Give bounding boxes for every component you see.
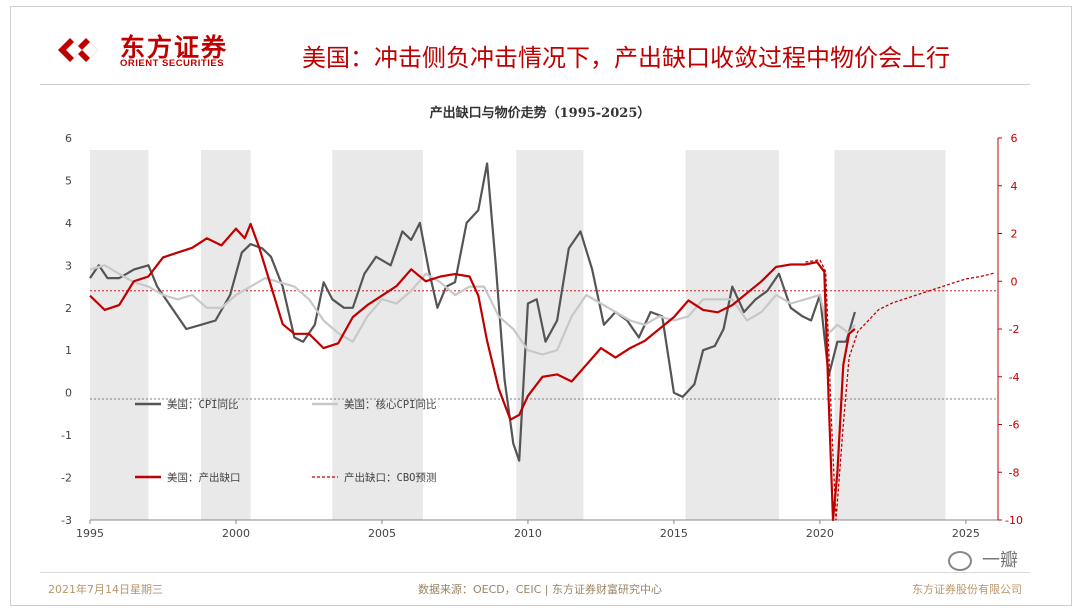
legend-label-0: 美国：CPI同比 (167, 398, 238, 411)
chart-title: 产出缺口与物价走势（1995-2025） (429, 106, 651, 121)
legend-label-3: 产出缺口：CBO预测 (344, 471, 436, 484)
y-left-tick-label: 3 (65, 259, 72, 272)
y-left-tick-label: 1 (65, 344, 72, 357)
y-left-tick-label: 6 (65, 132, 72, 145)
y-left-tick-label: -3 (61, 514, 72, 527)
watermark-text: 一瓣 (982, 550, 1018, 571)
legend-label-2: 美国：产出缺口 (167, 471, 241, 484)
x-tick-label: 1995 (76, 527, 104, 540)
series-line-0 (89, 162, 856, 462)
y-left-tick-label: 4 (65, 217, 72, 230)
x-tick-label: 2015 (660, 527, 688, 540)
y-right-tick-label: 2 (1011, 228, 1018, 241)
series-line-2 (89, 222, 856, 522)
shade-band (834, 150, 946, 520)
shade-band (332, 150, 423, 520)
brand-name-en: ORIENT SECURITIES (120, 58, 225, 69)
series-line-1 (89, 264, 856, 356)
shade-band (685, 150, 780, 520)
shade-band (90, 150, 149, 520)
y-right-tick-label: -10 (1005, 514, 1023, 527)
reference-lines-group (90, 290, 998, 400)
y-left-tick-label: 5 (65, 174, 72, 187)
y-right-tick-label: -2 (1009, 323, 1020, 336)
y-left-tick-label: 2 (65, 302, 72, 315)
x-tick-label: 2025 (952, 527, 980, 540)
slide-headline: 美国：冲击侧负冲击情况下，产出缺口收敛过程中物价会上行 (302, 44, 950, 72)
footer-date: 2021年7月14日星期三 (48, 583, 163, 596)
y-left-tick-label: -2 (61, 472, 72, 485)
x-tick-label: 2010 (514, 527, 542, 540)
wechat-icon (948, 551, 972, 571)
brand-name-cn: 东方证券 (120, 33, 229, 62)
y-right-tick-label: -6 (1009, 419, 1020, 432)
y-right-tick-label: 4 (1011, 180, 1018, 193)
footer-source: 数据来源：OECD，CEIC | 东方证券财富研究中心 (417, 583, 662, 596)
bottom-divider (40, 572, 1030, 573)
y-right-tick-label: 6 (1011, 132, 1018, 145)
footer-company: 东方证券股份有限公司 (912, 583, 1022, 596)
y-left-tick-label: -1 (61, 429, 72, 442)
shade-band (200, 150, 251, 520)
series-group (89, 162, 996, 522)
y-right-tick-label: -8 (1009, 466, 1020, 479)
y-right-tick-label: 0 (1011, 275, 1018, 288)
y-left-tick-label: 0 (65, 387, 72, 400)
series-line-3 (805, 259, 996, 521)
watermark: 一瓣 (948, 546, 1018, 572)
axes-group: 6 5 4 3 2 1 0 -1 -2 -3 6 4 2 0 -2 -4 -6 -8 -10 1995 2000 2005… (61, 132, 1023, 540)
brand-logo: 东方证券 ORIENT SECURITIES (52, 28, 262, 72)
x-tick-label: 2020 (806, 527, 834, 540)
top-divider (40, 84, 1030, 85)
y-right-tick-label: -4 (1009, 371, 1020, 384)
brand-mark-icon (58, 38, 98, 62)
legend-label-1: 美国：核心CPI同比 (344, 398, 436, 411)
x-tick-label: 2005 (368, 527, 396, 540)
recession-shading-group (90, 150, 946, 520)
x-tick-label: 2000 (222, 527, 250, 540)
